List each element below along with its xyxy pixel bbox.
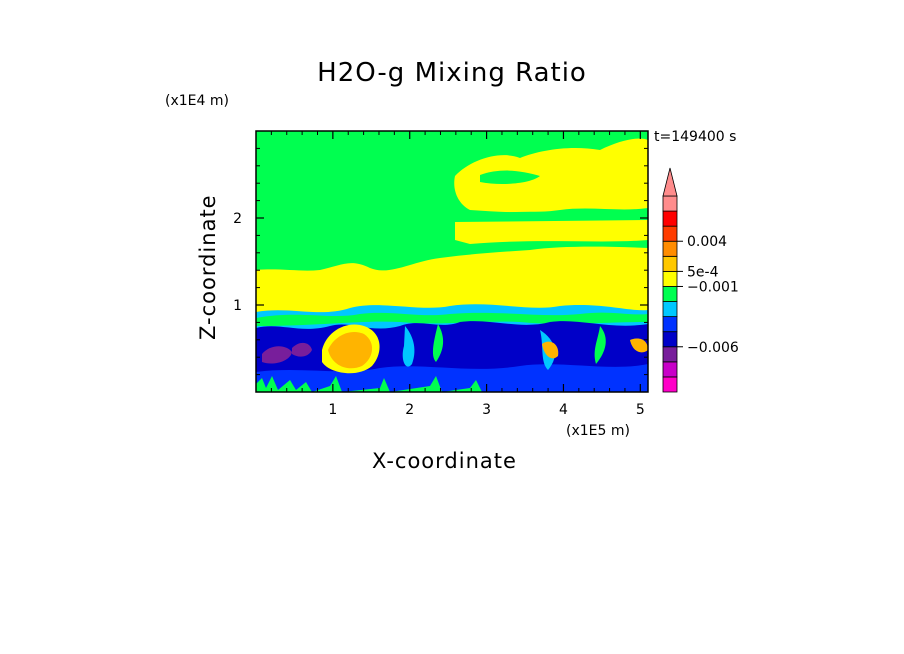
x-axis-unit: (x1E5 m) [566,423,630,439]
x-tick-label: 1 [328,402,337,418]
colorbar-swatch [662,361,678,378]
colorbar-swatch [662,346,678,363]
contour-region-green-top-patch [480,170,540,184]
colorbar-swatch [662,195,678,212]
contour-region-finger-1 [402,326,415,367]
contour-region-orange-streak [542,341,559,359]
contour-region-finger-4 [594,326,606,364]
x-tick-label: 5 [636,402,645,418]
plot-frame [255,130,649,393]
colorbar-extend-arrow [662,167,678,197]
colorbar-label: −0.001 [687,279,739,295]
colorbar-label: 0.004 [687,234,727,250]
contour-region-purple-2 [292,342,312,357]
contour-region-finger-2 [432,324,444,362]
time-label: t=149400 s [654,129,737,145]
colorbar: 0.004 5e-4−0.001 −0.006 [662,167,739,393]
colorbar-swatch [662,331,678,348]
colorbar-swatch [662,286,678,302]
contour-region-blob-orange [328,331,373,369]
colorbar-swatch [662,240,678,257]
contour-region-orange-right [630,338,648,353]
axis-ticks: 1 2 3 4 5 1 2 [233,131,648,418]
colorbar-swatch [662,210,678,227]
contour-field [256,131,648,392]
chart-title: H2O-g Mixing Ratio [317,58,587,88]
x-axis-label: X-coordinate [372,449,517,473]
colorbar-label: −0.006 [687,340,739,356]
colorbar-label: 5e-4 [687,264,719,280]
contour-region-purple-1 [262,346,292,364]
x-tick-label: 4 [559,402,568,418]
colorbar-swatch [662,270,678,287]
colorbar-swatch [662,376,678,393]
colorbar-swatch [662,301,678,318]
colorbar-swatch [662,316,678,333]
x-tick-label: 3 [482,402,491,418]
x-tick-label: 2 [405,402,414,418]
contour-region-surface [256,376,648,392]
contour-region-yellow-streak [455,220,648,244]
y-axis-unit: (x1E4 m) [165,93,229,109]
colorbar-swatch [662,255,678,272]
contour-region-yellow-top [454,138,648,213]
contour-region-blue-streaks [256,364,648,392]
colorbar-swatch [662,225,678,242]
contour-region-green-gap [470,211,640,220]
y-tick-label: 1 [233,298,242,314]
y-tick-label: 2 [233,211,242,227]
